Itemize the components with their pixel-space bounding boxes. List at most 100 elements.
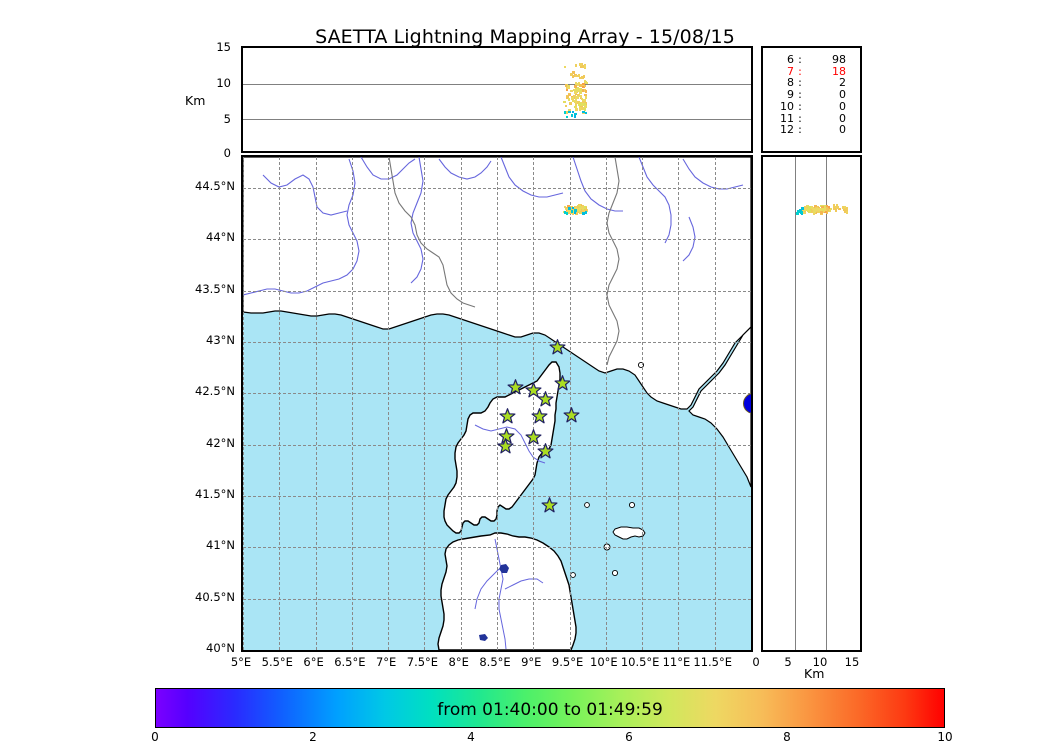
station-marker[interactable]: [507, 378, 524, 396]
source-point: [569, 102, 572, 105]
source-point: [585, 209, 589, 212]
source-point: [583, 66, 587, 70]
station-count-key: 12: [780, 123, 794, 137]
tick-alt-5: 5: [223, 112, 231, 126]
colorbar-title: from 01:40:00 to 01:49:59: [437, 700, 663, 720]
source-point: [565, 110, 569, 114]
source-point: [578, 205, 582, 209]
source-point: [842, 206, 845, 210]
tick-lat-42.5°N: 42.5°N: [195, 384, 235, 399]
source-point: [825, 207, 828, 210]
source-point: [575, 74, 578, 78]
source-point: [810, 208, 814, 211]
station-count-value: 0: [839, 111, 846, 125]
source-point: [571, 74, 575, 78]
source-point: [823, 208, 826, 212]
source-point: [575, 212, 578, 215]
source-point: [574, 64, 578, 68]
source-point: [569, 209, 572, 212]
source-point: [570, 89, 573, 93]
source-point: [573, 100, 577, 103]
graticule-meridian: [714, 157, 716, 650]
source-point: [799, 209, 802, 212]
station-marker[interactable]: [525, 381, 542, 399]
source-point: [573, 209, 577, 212]
station-marker[interactable]: [537, 443, 554, 460]
graticule-meridian: [642, 157, 644, 650]
islet-5: [628, 501, 636, 509]
tick-lon-10°E: 10°E: [590, 655, 618, 669]
map-panel[interactable]: [241, 155, 753, 652]
source-point: [571, 211, 575, 215]
graticule-parallel: [243, 547, 751, 549]
source-point: [811, 206, 815, 210]
station-marker[interactable]: [525, 428, 542, 446]
station-count-row: 11: 0: [763, 111, 860, 125]
station-marker[interactable]: [562, 407, 580, 424]
tick-lat-43.5°N: 43.5°N: [195, 281, 235, 296]
station-count-sep: :: [798, 53, 802, 66]
source-point: [812, 211, 816, 215]
station-count-value: 0: [839, 123, 846, 137]
gridline-km-5: [794, 157, 796, 650]
station-marker[interactable]: [554, 375, 571, 392]
source-point: [564, 206, 568, 210]
latitude-altitude-panel: [761, 155, 862, 652]
source-point: [843, 205, 847, 209]
source-point: [565, 86, 569, 90]
station-count-sep: :: [798, 99, 802, 113]
tick-lon-10.5°E: 10.5°E: [620, 655, 660, 669]
source-point: [577, 203, 581, 207]
station-marker[interactable]: [499, 408, 516, 425]
source-point: [582, 82, 585, 86]
source-point: [814, 205, 817, 209]
source-point: [581, 212, 585, 215]
colorbar[interactable]: [155, 688, 945, 728]
source-point: [570, 206, 573, 209]
source-point: [581, 65, 585, 68]
colorbar-tick-6: 6: [625, 730, 633, 744]
source-point: [803, 208, 806, 212]
source-point: [576, 205, 580, 209]
source-point: [821, 209, 825, 212]
source-point: [837, 207, 841, 211]
tick-km-0: 0: [752, 655, 760, 669]
source-point: [570, 114, 574, 117]
source-point: [571, 206, 575, 210]
source-point: [845, 207, 848, 210]
source-point: [822, 205, 826, 208]
source-point: [571, 110, 575, 114]
tick-lon-5.5°E: 5.5°E: [261, 655, 293, 669]
station-marker[interactable]: [537, 390, 554, 408]
islet-3: [570, 572, 576, 578]
colorbar-tick-10: 10: [937, 730, 953, 744]
source-point: [582, 74, 586, 78]
tick-km-10: 10: [812, 655, 828, 669]
source-point: [825, 205, 829, 209]
page-title: SAETTA Lightning Mapping Array - 15/08/1…: [315, 26, 735, 48]
source-point: [563, 100, 566, 104]
source-point: [583, 63, 587, 67]
station-count-row: 12: 0: [763, 124, 860, 136]
source-point: [820, 211, 823, 214]
top-panel-axis-label: Km: [185, 93, 206, 108]
station-marker[interactable]: [549, 338, 566, 356]
source-point: [563, 65, 567, 69]
tick-lon-6°E: 6°E: [303, 655, 324, 669]
source-point: [572, 71, 575, 74]
graticule-meridian: [533, 157, 535, 650]
tick-alt-10: 10: [216, 76, 231, 90]
source-point: [581, 205, 584, 209]
tick-lon-8.5°E: 8.5°E: [479, 655, 511, 669]
source-point: [575, 108, 578, 112]
station-marker[interactable]: [541, 496, 558, 514]
station-marker[interactable]: [497, 438, 514, 455]
source-point: [573, 74, 577, 77]
station-marker[interactable]: [531, 408, 548, 425]
source-point: [576, 87, 580, 90]
source-point: [567, 209, 571, 213]
source-point: [570, 210, 574, 213]
source-point: [583, 93, 587, 97]
source-point: [578, 108, 582, 111]
source-point: [582, 99, 585, 102]
